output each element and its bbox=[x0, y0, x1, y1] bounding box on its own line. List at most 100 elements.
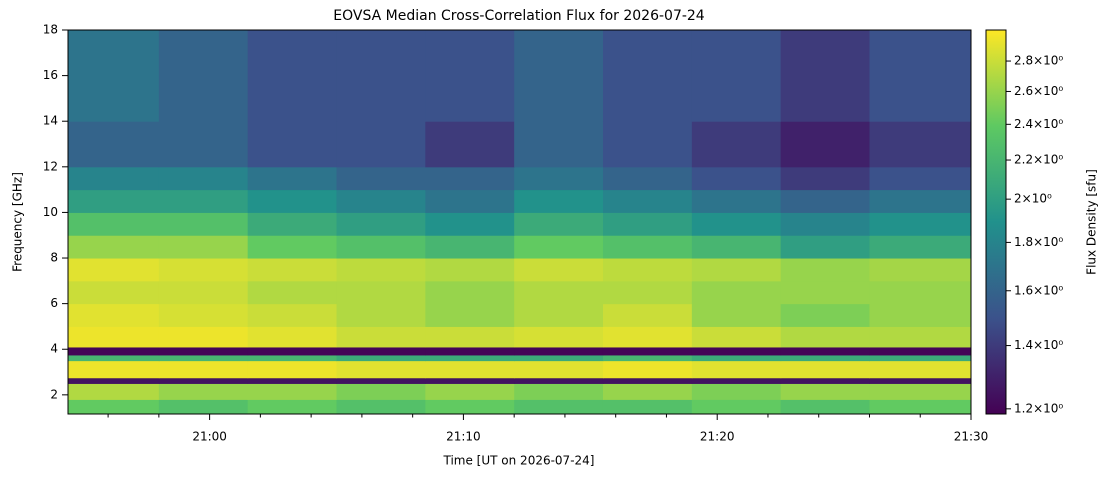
heatmap-cell bbox=[247, 280, 338, 305]
heatmap-cell bbox=[247, 258, 338, 282]
heatmap-cell bbox=[158, 235, 249, 259]
heatmap-cell bbox=[336, 189, 426, 213]
plot-frame bbox=[67, 29, 972, 415]
heatmap-cell bbox=[247, 30, 338, 122]
heatmap-cell bbox=[247, 166, 338, 191]
heatmap-cell bbox=[247, 399, 338, 415]
colorbar-tick-label: 1.8×10⁰ bbox=[1014, 235, 1063, 249]
heatmap-cell bbox=[691, 360, 782, 379]
heatmap-cell bbox=[869, 346, 972, 356]
heatmap-cell bbox=[869, 30, 972, 122]
heatmap-cell bbox=[425, 360, 515, 379]
y-tick-label: 16 bbox=[43, 68, 58, 82]
heatmap-cell bbox=[691, 280, 782, 305]
heatmap-cell bbox=[68, 189, 160, 213]
heatmap-cell bbox=[780, 303, 870, 327]
heatmap-cell bbox=[425, 377, 515, 384]
heatmap-cell bbox=[780, 235, 870, 259]
heatmap-cell bbox=[158, 360, 249, 379]
heatmap-cell bbox=[68, 30, 160, 122]
colorbar-tick-label: 2.6×10⁰ bbox=[1014, 84, 1063, 98]
colorbar-tick-label: 1.2×10⁰ bbox=[1014, 401, 1063, 415]
heatmap-cell bbox=[247, 326, 338, 348]
heatmap-cell bbox=[869, 383, 972, 400]
heatmap-cell bbox=[425, 235, 515, 259]
heatmap-cell bbox=[336, 354, 426, 362]
heatmap-cell bbox=[68, 166, 160, 191]
heatmap-cell bbox=[514, 189, 604, 213]
heatmap-cell bbox=[691, 399, 782, 415]
heatmap-cell bbox=[425, 354, 515, 362]
heatmap-cell bbox=[691, 354, 782, 362]
heatmap-cell bbox=[514, 121, 604, 168]
heatmap-cell bbox=[602, 399, 693, 415]
heatmap-cell bbox=[602, 235, 693, 259]
heatmap-cell bbox=[780, 326, 870, 348]
heatmap-cell bbox=[514, 354, 604, 362]
heatmap bbox=[68, 30, 972, 415]
heatmap-cell bbox=[68, 399, 160, 415]
y-tick-label: 8 bbox=[50, 251, 58, 265]
heatmap-cell bbox=[336, 399, 426, 415]
heatmap-cell bbox=[68, 377, 160, 384]
heatmap-cell bbox=[869, 166, 972, 191]
heatmap-cell bbox=[514, 399, 604, 415]
heatmap-cell bbox=[247, 212, 338, 236]
colorbar-tick-label: 2.2×10⁰ bbox=[1014, 153, 1063, 167]
heatmap-cell bbox=[602, 354, 693, 362]
heatmap-cell bbox=[869, 235, 972, 259]
colorbar-label: Flux Density [sfu] bbox=[1085, 169, 1099, 275]
heatmap-cell bbox=[691, 303, 782, 327]
heatmap-cell bbox=[691, 258, 782, 282]
y-tick-label: 12 bbox=[43, 159, 58, 173]
heatmap-cell bbox=[68, 258, 160, 282]
heatmap-cell bbox=[602, 360, 693, 379]
heatmap-cell bbox=[691, 189, 782, 213]
heatmap-cell bbox=[514, 30, 604, 122]
heatmap-cell bbox=[425, 303, 515, 327]
heatmap-cell bbox=[514, 166, 604, 191]
heatmap-cell bbox=[780, 258, 870, 282]
heatmap-cell bbox=[691, 346, 782, 356]
heatmap-cell bbox=[425, 121, 515, 168]
heatmap-cell bbox=[68, 383, 160, 400]
heatmap-cell bbox=[514, 360, 604, 379]
heatmap-cell bbox=[336, 235, 426, 259]
heatmap-cell bbox=[68, 346, 160, 356]
heatmap-cell bbox=[158, 121, 249, 168]
heatmap-cell bbox=[869, 189, 972, 213]
heatmap-cell bbox=[158, 303, 249, 327]
heatmap-cell bbox=[869, 303, 972, 327]
heatmap-cell bbox=[336, 360, 426, 379]
heatmap-cell bbox=[425, 258, 515, 282]
y-tick-label: 18 bbox=[43, 23, 58, 37]
heatmap-cell bbox=[425, 166, 515, 191]
heatmap-cell bbox=[780, 189, 870, 213]
heatmap-cell bbox=[780, 383, 870, 400]
heatmap-cell bbox=[425, 212, 515, 236]
heatmap-cell bbox=[68, 354, 160, 362]
heatmap-cell bbox=[68, 303, 160, 327]
heatmap-cell bbox=[691, 30, 782, 122]
heatmap-cell bbox=[780, 280, 870, 305]
heatmap-cell bbox=[158, 212, 249, 236]
heatmap-cell bbox=[158, 326, 249, 348]
heatmap-cell bbox=[336, 280, 426, 305]
heatmap-cell bbox=[691, 235, 782, 259]
heatmap-cell bbox=[869, 377, 972, 384]
heatmap-cell bbox=[158, 189, 249, 213]
heatmap-cell bbox=[68, 326, 160, 348]
y-tick-label: 2 bbox=[50, 387, 58, 401]
heatmap-cell bbox=[691, 383, 782, 400]
heatmap-cell bbox=[514, 212, 604, 236]
heatmap-cell bbox=[425, 346, 515, 356]
heatmap-cell bbox=[68, 235, 160, 259]
heatmap-cell bbox=[514, 303, 604, 327]
heatmap-cell bbox=[68, 212, 160, 236]
heatmap-cell bbox=[68, 280, 160, 305]
heatmap-cell bbox=[336, 377, 426, 384]
heatmap-cell bbox=[602, 326, 693, 348]
heatmap-cell bbox=[247, 303, 338, 327]
heatmap-cell bbox=[247, 235, 338, 259]
x-tick-label: 21:00 bbox=[192, 430, 227, 444]
